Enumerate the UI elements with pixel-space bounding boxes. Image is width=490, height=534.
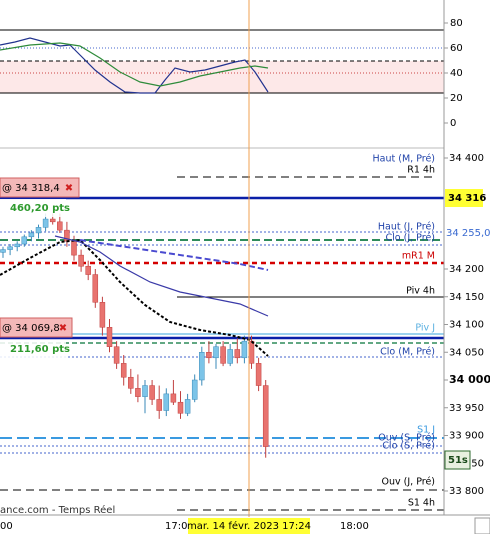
level-label: R1 4h bbox=[407, 165, 435, 176]
candle-body bbox=[135, 388, 141, 397]
date-text: mar. 14 févr. 2023 17:24 bbox=[187, 520, 311, 532]
candle-body bbox=[184, 399, 191, 414]
candles bbox=[0, 213, 269, 458]
level-label: Clo (M, Pré) bbox=[380, 347, 435, 358]
scroll-button[interactable] bbox=[474, 517, 490, 534]
osc-tick-label: 20 bbox=[450, 93, 463, 104]
candle-body bbox=[206, 352, 212, 359]
price-tick-label: 33 950 bbox=[449, 403, 484, 414]
order-tag[interactable] bbox=[0, 317, 73, 338]
price-axis: 80 60 40 20 0 34 400 34 200 34 150 34 100 34 050 3… bbox=[444, 18, 490, 497]
price-tick-label: 34 050 bbox=[449, 347, 484, 358]
timer-text: 51s bbox=[448, 455, 468, 466]
time-label: 00 bbox=[0, 521, 13, 532]
level-label: mR1 M bbox=[402, 251, 435, 262]
candle-body bbox=[149, 385, 155, 400]
candle-body bbox=[92, 274, 99, 303]
moving-average bbox=[54, 235, 269, 317]
osc-tick-label: 40 bbox=[450, 68, 463, 79]
candle-body bbox=[21, 236, 28, 245]
order-close[interactable]: ✖ bbox=[65, 183, 73, 194]
order-close[interactable]: ✖ bbox=[59, 323, 67, 334]
pts-bg bbox=[0, 340, 66, 358]
candle-body bbox=[262, 385, 269, 447]
candle-body bbox=[213, 346, 219, 359]
candle-body bbox=[142, 385, 148, 397]
candle-body bbox=[227, 349, 233, 364]
price-tick-label: 34 200 bbox=[449, 264, 484, 275]
osc-tick-label: 0 bbox=[450, 118, 456, 129]
price-tick-label: 33 900 bbox=[449, 431, 484, 442]
moving-average bbox=[79, 239, 269, 271]
price-tick-label: 34 400 bbox=[449, 153, 484, 164]
candle-body bbox=[120, 363, 127, 378]
candle-body bbox=[177, 401, 184, 414]
price-tick-label: 33 800 bbox=[449, 486, 484, 497]
price-badge-text: 34 316 bbox=[448, 193, 486, 204]
price-badge bbox=[445, 189, 483, 207]
price-tick-label: 34 150 bbox=[449, 292, 484, 303]
candle-body bbox=[191, 379, 198, 400]
level-label: Clo (S, Pré) bbox=[382, 441, 435, 452]
order-pts: 460,20 pts bbox=[10, 203, 70, 214]
osc-tick-label: 80 bbox=[450, 18, 463, 29]
level-label: Clo (J, Pré) bbox=[386, 233, 435, 244]
time-label: 18:00 bbox=[340, 521, 369, 532]
osc-tick-label: 60 bbox=[450, 43, 463, 54]
candle-body bbox=[42, 218, 49, 228]
candle-body bbox=[7, 246, 13, 250]
candle-body bbox=[248, 340, 255, 364]
candle-body bbox=[99, 302, 106, 328]
candle-body bbox=[163, 393, 170, 411]
order-pts: 211,60 pts bbox=[10, 344, 70, 355]
candle-body bbox=[156, 399, 162, 411]
footer: ance.com - Temps Réel bbox=[0, 504, 115, 516]
candle-body bbox=[28, 232, 35, 238]
price-tick-label: 34 100 bbox=[449, 320, 484, 331]
candle-body bbox=[241, 340, 248, 359]
candle-body bbox=[128, 376, 134, 389]
level-label: S1 4h bbox=[408, 498, 435, 509]
timer-badge bbox=[444, 450, 471, 470]
candle-body bbox=[234, 349, 241, 359]
candle-body bbox=[57, 221, 63, 231]
level-label: Haut (J, Pré) bbox=[378, 222, 435, 233]
order-price: @ 34 069,8 bbox=[2, 323, 60, 334]
level-label: Haut (M, Pré) bbox=[373, 154, 435, 165]
candle-body bbox=[71, 241, 77, 256]
candle-body bbox=[199, 352, 205, 381]
osc-slow bbox=[0, 42, 269, 87]
candle-body bbox=[78, 254, 84, 267]
price-tick-label: 34 000 bbox=[449, 373, 490, 386]
order-tag[interactable] bbox=[0, 177, 80, 198]
candle-body bbox=[85, 265, 91, 275]
candle-body bbox=[106, 327, 113, 347]
level-label: S1 J bbox=[417, 425, 435, 436]
price-panel bbox=[0, 176, 444, 511]
candle-body bbox=[220, 346, 226, 364]
moving-average bbox=[0, 238, 269, 357]
level-label: Ouv (S, Pré) bbox=[378, 433, 435, 444]
order-price: @ 34 318,4 bbox=[2, 183, 60, 194]
candle-body bbox=[35, 227, 42, 234]
level-label: Piv 4h bbox=[406, 286, 435, 297]
pts-bg bbox=[0, 199, 66, 217]
candle-body bbox=[0, 249, 6, 253]
candle-body bbox=[49, 218, 56, 223]
level-label: Ouv (J, Pré) bbox=[382, 477, 436, 488]
level-label: Piv J bbox=[415, 323, 435, 334]
date-badge bbox=[188, 518, 310, 534]
time-label: 17:00 bbox=[165, 521, 194, 532]
osc-band bbox=[0, 61, 444, 93]
level-badge-text: 34 255,0 bbox=[446, 228, 490, 239]
candle-body bbox=[113, 346, 120, 364]
candle-body bbox=[170, 393, 177, 403]
level-badge bbox=[445, 226, 490, 241]
candle-body bbox=[255, 363, 262, 386]
candle-body bbox=[14, 243, 20, 248]
